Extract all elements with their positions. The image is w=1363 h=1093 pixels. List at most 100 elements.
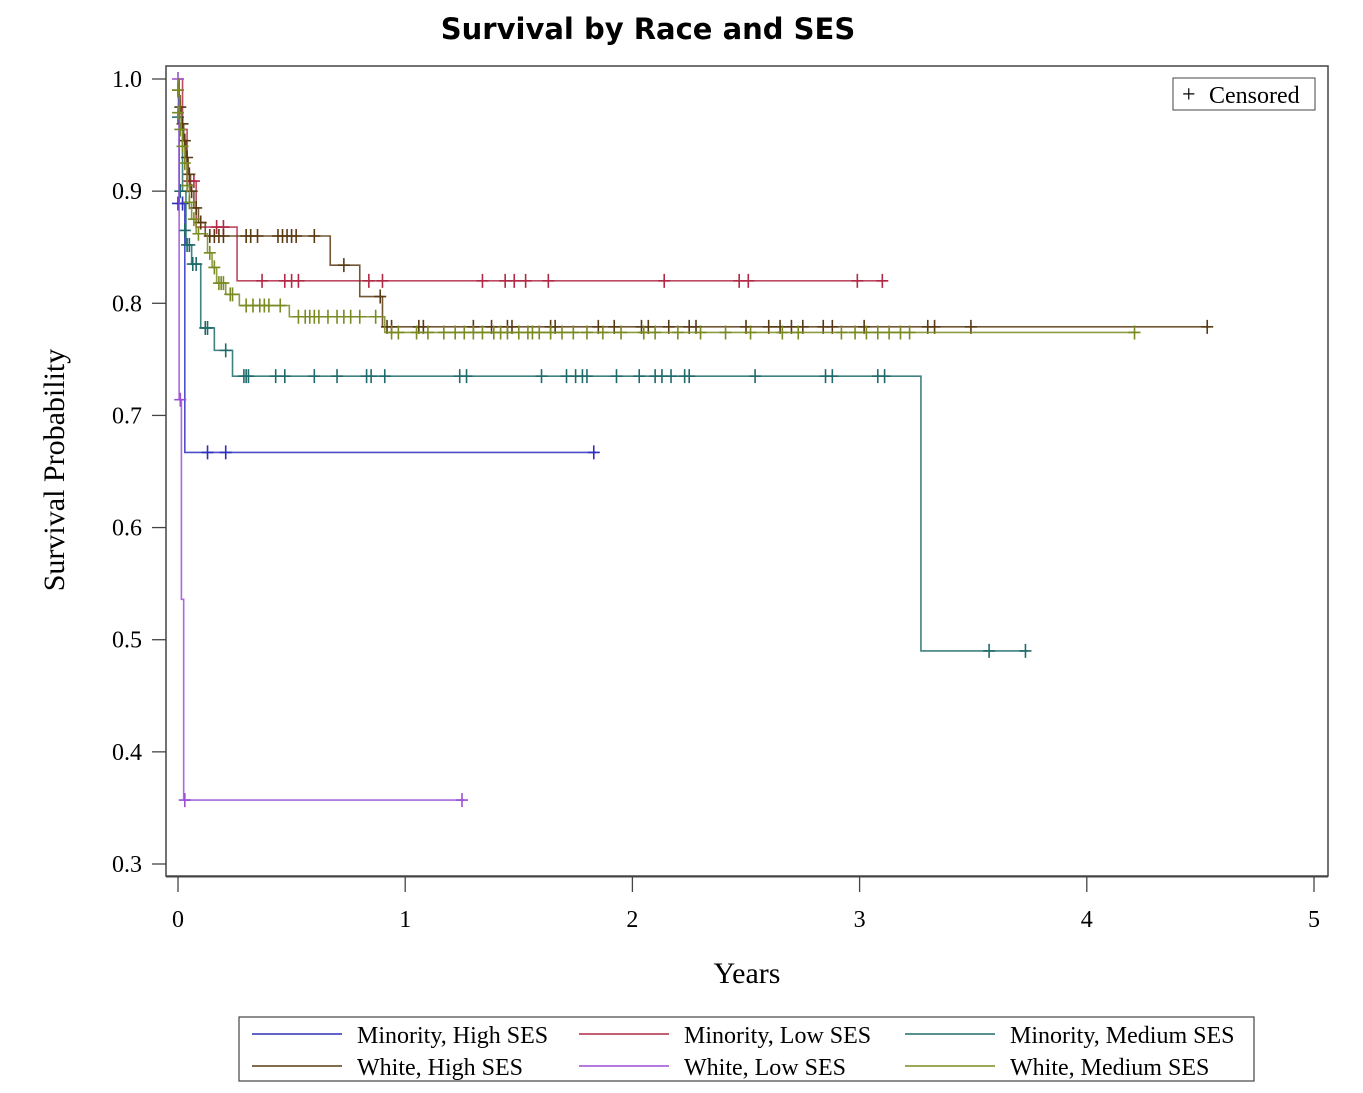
censor-mark [776,325,789,340]
legend-item: White, Medium SES [905,1055,1209,1081]
censor-mark [217,229,230,243]
censor-mark [183,195,196,210]
series-legend-box [238,1016,1255,1082]
censor-mark [226,287,239,302]
censor-mark [826,319,839,334]
censor-mark [615,325,628,340]
legend-label: Minority, High SES [357,1023,548,1049]
censor-mark [203,245,216,260]
y-tick-label: 0.3 [112,852,142,878]
censor-mark [587,445,600,460]
censor-mark [353,309,366,324]
censor-mark [774,319,787,334]
x-tick-label: 1 [399,907,411,933]
censor-mark [251,229,264,243]
censor-mark [201,320,214,335]
censor-mark [174,122,187,137]
censor-mark [178,793,191,808]
censor-mark [274,298,287,313]
censor-mark [610,369,623,384]
censor-mark [183,167,196,182]
survival-step-line [178,78,465,801]
censor-mark [749,369,762,384]
censor-mark [181,178,194,193]
censor-mark [508,273,521,288]
censor-mark [1201,319,1214,334]
censor-mark [217,276,230,291]
censor-mark [858,319,871,334]
censor-mark [835,325,848,340]
x-tick-label: 5 [1308,907,1320,933]
censor-mark [719,325,732,340]
plot-area-frame [165,65,1329,877]
censor-mark [174,184,187,199]
censor-mark [190,257,203,272]
censor-mark [172,83,184,98]
x-tick-label: 0 [172,907,184,933]
censor-mark [437,325,450,340]
y-tick-label: 0.7 [112,403,142,429]
x-axis-label: Years [714,957,781,990]
censor-mark [1128,325,1141,340]
censor-mark [181,150,194,165]
censor-mark [192,226,205,241]
censor-mark [201,445,214,460]
censor-mark [883,325,896,340]
censor-mark [683,369,696,384]
censor-mark [178,133,191,148]
censor-mark [278,369,291,384]
y-tick-label: 0.5 [112,628,142,654]
censor-mark [665,369,678,384]
censor-mark [374,289,387,304]
censor-mark [172,105,184,120]
censor-mark [183,237,196,252]
censor-mark [456,793,468,808]
censor-mark [501,325,514,340]
censor-mark [671,325,684,340]
legend-label: White, Low SES [684,1055,846,1081]
censor-mark [851,273,864,288]
censor-mark [219,343,232,358]
legend-label: Minority, Medium SES [1010,1023,1234,1049]
censor-mark [633,369,646,384]
censor-mark [762,319,775,334]
censor-mark [535,369,548,384]
censored-legend: + Censored [1172,77,1316,111]
series-minority-medium-ses [172,78,1032,658]
censor-mark [785,319,798,334]
censor-mark [694,325,707,340]
survival-curves [172,72,1214,808]
series-legend: Minority, High SES Minority, Low SES Minor… [238,1016,1255,1082]
series-minority-low-ses [178,78,889,288]
censor-mark [378,369,391,384]
censor-mark [544,325,557,340]
censor-mark [476,325,489,340]
censored-legend-symbol: + [1182,82,1196,108]
censor-mark [410,325,423,340]
censor-mark [337,258,350,273]
censor-mark [178,223,191,238]
series-white-high-ses [172,78,1214,334]
censor-mark [208,260,221,275]
censor-mark [903,325,916,340]
legend-label: White, Medium SES [1010,1055,1209,1081]
legend-label: Minority, Low SES [684,1023,871,1049]
censor-mark [792,325,805,340]
censor-mark [826,369,839,384]
censor-mark [421,325,434,340]
series-white-medium-ses [172,78,1141,340]
censor-mark [392,325,405,340]
censor-mark [860,325,873,340]
y-tick-label: 0.8 [112,291,142,317]
y-tick-label: 0.4 [112,740,142,766]
censor-mark [376,273,389,288]
y-axis-label: Survival Probability [38,349,71,592]
censor-mark [608,319,621,334]
y-axis: 0.3 0.4 0.5 0.6 0.7 0.8 0.9 1.0 [112,67,166,878]
censor-mark [580,369,593,384]
x-tick-label: 4 [1081,907,1093,933]
censor-mark [533,325,546,340]
censor-mark [742,273,755,288]
legend-item: White, High SES [252,1055,523,1081]
